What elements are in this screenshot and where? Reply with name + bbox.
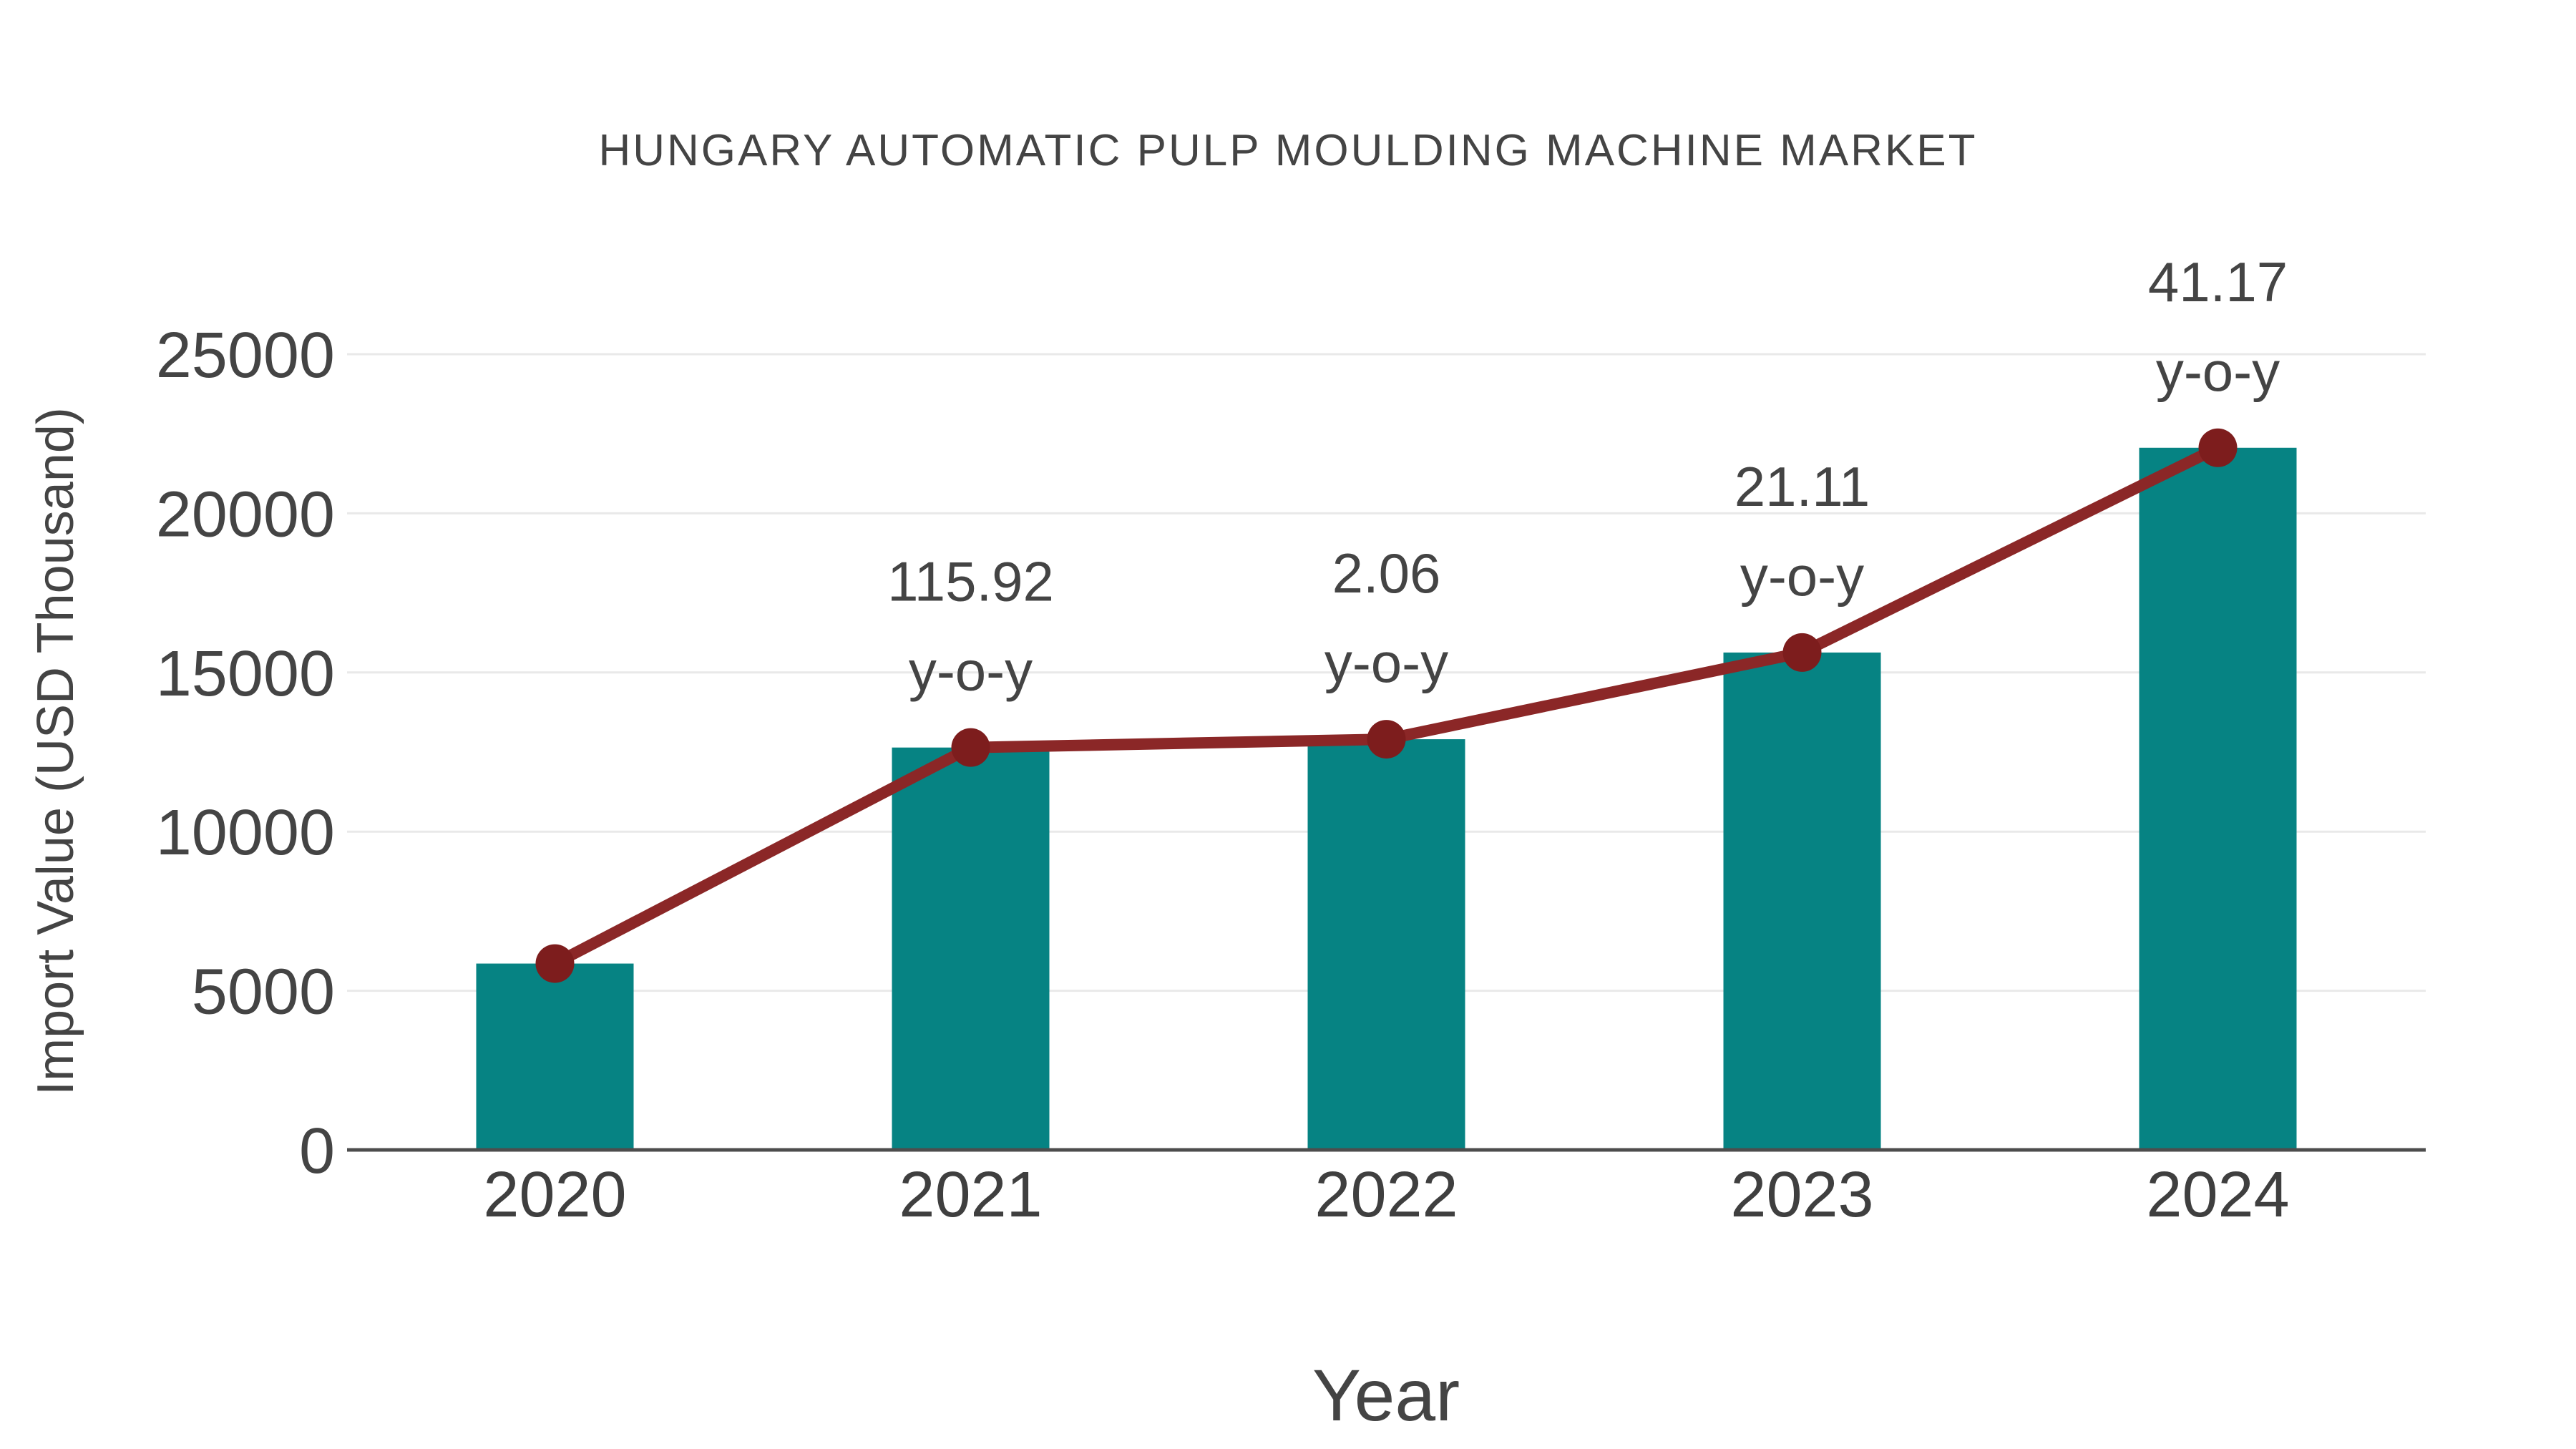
point-label-yoy-2024: y-o-y	[2156, 340, 2280, 403]
point-label-value-2024: 41.17	[2148, 250, 2288, 313]
x-axis-title: Year	[1312, 1355, 1460, 1436]
point-label-value-2022: 2.06	[1332, 542, 1441, 605]
bar-2020	[476, 963, 634, 1150]
point-label-value-2023: 21.11	[1735, 455, 1870, 518]
data-point-2024	[2198, 428, 2238, 467]
point-label-value-2021: 115.92	[887, 550, 1054, 613]
x-tick-label-2020: 2020	[483, 1159, 626, 1231]
x-tick-label-2022: 2022	[1314, 1159, 1458, 1231]
bar-2023	[1723, 652, 1881, 1150]
y-tick-label-15000: 15000	[156, 638, 335, 710]
data-point-2022	[1367, 720, 1406, 759]
y-tick-label-20000: 20000	[156, 479, 335, 550]
x-tick-label-2021: 2021	[899, 1159, 1042, 1231]
chart-title: HUNGARY AUTOMATIC PULP MOULDING MACHINE …	[598, 126, 1978, 175]
bar-2022	[1307, 739, 1465, 1150]
y-tick-label-0: 0	[299, 1116, 335, 1187]
y-tick-label-5000: 5000	[192, 957, 335, 1028]
x-tick-label-2023: 2023	[1730, 1159, 1873, 1231]
point-label-yoy-2021: y-o-y	[909, 640, 1033, 703]
bar-2021	[892, 747, 1050, 1150]
y-tick-label-10000: 10000	[156, 797, 335, 869]
bar-2024	[2139, 447, 2297, 1150]
point-label-yoy-2023: y-o-y	[1740, 545, 1864, 608]
data-point-2021	[951, 728, 990, 767]
data-point-2020	[535, 944, 575, 983]
y-tick-label-25000: 25000	[156, 320, 335, 391]
data-point-2023	[1782, 633, 1822, 672]
x-tick-label-2024: 2024	[2146, 1159, 2289, 1231]
point-label-yoy-2022: y-o-y	[1324, 631, 1448, 694]
